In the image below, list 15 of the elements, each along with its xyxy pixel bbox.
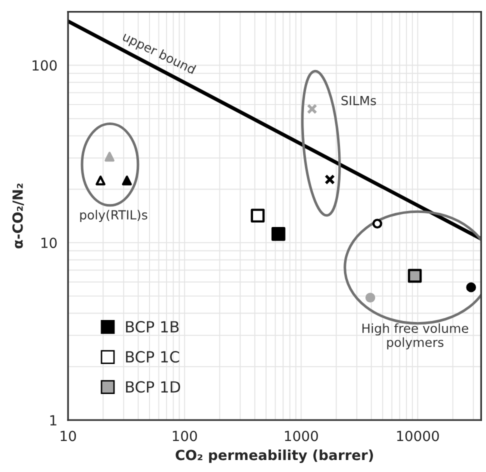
annotation: poly(RTIL)s: [80, 210, 148, 222]
y-axis-title: α-CO₂/N₂: [12, 184, 24, 248]
x-tick-label: 10: [60, 430, 76, 442]
legend-label: BCP 1B: [126, 320, 179, 333]
x-tick-label: 10000: [397, 430, 439, 442]
legend-label: BCP 1C: [126, 351, 180, 363]
y-tick-label: 1: [50, 415, 56, 426]
y-tick-label: 100: [32, 60, 57, 71]
x-tick-label: 100: [172, 430, 197, 442]
annotation: SILMs: [342, 96, 376, 106]
legend-label: BCP 1D: [126, 381, 180, 393]
x-tick-label: 1000: [285, 430, 318, 442]
annotation: High free volume polymers: [362, 323, 468, 350]
y-tick-label: 10: [41, 238, 57, 248]
x-axis-title: CO₂ permeability (barrer): [176, 449, 373, 464]
